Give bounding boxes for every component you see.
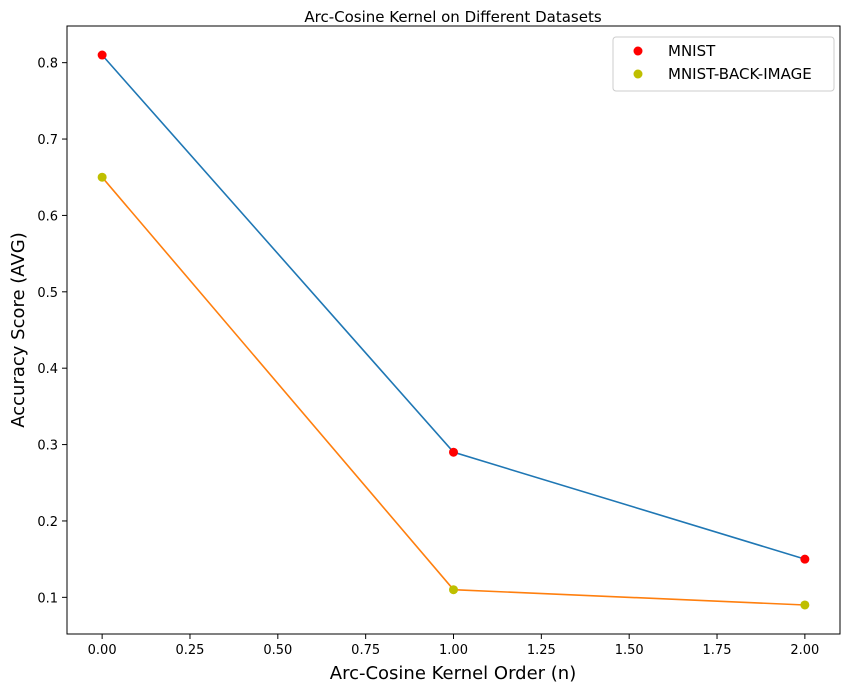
y-tick-label: 0.4 xyxy=(37,362,58,377)
x-axis-ticks: 0.00 0.25 0.50 0.75 1.00 1.25 1.50 1.75 2.00 xyxy=(88,634,819,658)
y-tick-label: 0.1 xyxy=(37,591,58,606)
y-tick-label: 0.2 xyxy=(37,515,58,530)
legend-box xyxy=(612,36,835,92)
data-point-mnist-back-image xyxy=(97,172,107,182)
legend-marker-mnist-back-image xyxy=(633,69,643,79)
x-tick-label: 1.00 xyxy=(439,643,468,658)
y-tick-label: 0.6 xyxy=(37,209,58,224)
x-tick-label: 1.50 xyxy=(615,643,644,658)
data-point-mnist-back-image xyxy=(800,600,810,610)
x-tick-label: 2.00 xyxy=(790,643,819,658)
legend-label-mnist-back-image: MNIST-BACK-IMAGE xyxy=(668,65,812,83)
y-tick-label: 0.8 xyxy=(37,57,58,72)
chart-title: Arc-Cosine Kernel on Different Datasets xyxy=(304,8,601,26)
series-markers xyxy=(97,50,810,610)
data-point-mnist-back-image xyxy=(449,585,458,595)
x-tick-label: 1.75 xyxy=(703,643,732,658)
legend-marker-mnist xyxy=(633,46,643,56)
x-tick-label: 0.75 xyxy=(351,643,380,658)
legend: MNIST MNIST-BACK-IMAGE xyxy=(612,36,835,92)
data-point-mnist xyxy=(800,554,810,564)
x-tick-label: 0.50 xyxy=(263,643,292,658)
data-point-mnist xyxy=(449,447,458,457)
y-axis-ticks: 0.1 0.2 0.3 0.4 0.5 0.6 0.7 0.8 xyxy=(37,57,67,606)
x-tick-label: 0.00 xyxy=(88,643,117,658)
data-point-mnist xyxy=(97,50,107,60)
x-tick-label: 0.25 xyxy=(176,643,205,658)
y-tick-label: 0.5 xyxy=(37,286,58,301)
y-tick-label: 0.7 xyxy=(37,133,58,148)
y-axis-label: Accuracy Score (AVG) xyxy=(8,232,29,428)
x-axis-label: Arc-Cosine Kernel Order (n) xyxy=(330,663,576,684)
x-tick-label: 1.25 xyxy=(527,643,556,658)
y-tick-label: 0.3 xyxy=(37,439,58,454)
legend-label-mnist: MNIST xyxy=(668,42,716,60)
